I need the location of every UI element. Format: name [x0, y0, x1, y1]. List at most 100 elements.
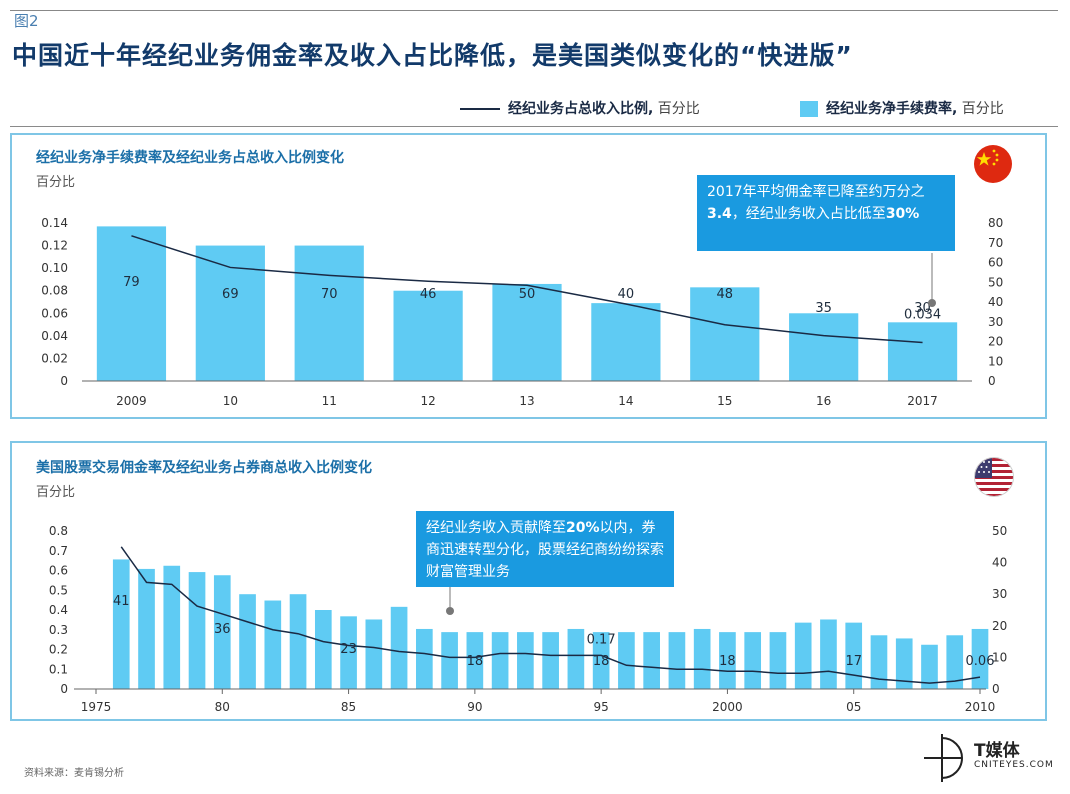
china-x-tick: 15: [717, 394, 732, 408]
china-left-tick: 0.08: [41, 284, 68, 298]
us-bar-label: 23: [340, 642, 357, 657]
us-panel: 美国股票交易佣金率及经纪业务占券商总收入比例变化 百分比 经纪业务收入贡献降至2…: [10, 441, 1047, 721]
us-callout-post: 以内，券商迅速转型分化，股票经纪商纷纷探索财富管理业务: [426, 520, 664, 580]
us-callout-dot: [446, 607, 454, 615]
us-right-tick: 40: [992, 556, 1007, 570]
us-x-tick: 2000: [712, 700, 743, 714]
us-x-tick: 80: [215, 700, 230, 714]
us-bar: [895, 638, 913, 689]
china-bar-label: 79: [123, 275, 140, 290]
china-right-tick: 80: [988, 216, 1003, 230]
china-bar: [393, 290, 463, 381]
china-x-tick: 10: [223, 394, 238, 408]
us-bar: [921, 644, 938, 689]
us-bar: [794, 622, 812, 689]
china-callout-dot: [928, 299, 936, 307]
us-bar-label: 18: [593, 654, 610, 669]
us-left-tick: 0.8: [49, 524, 68, 538]
us-bar: [719, 632, 736, 689]
us-left-tick: 0.1: [49, 662, 68, 676]
us-callout-bold1: 20%: [566, 520, 600, 536]
us-bar: [289, 594, 307, 689]
china-right-tick: 40: [988, 295, 1003, 309]
china-left-tick: 0: [60, 374, 68, 388]
us-bar: [314, 610, 332, 689]
top-rule: [10, 10, 1058, 11]
china-bar: [690, 287, 760, 381]
china-bar-label: 48: [717, 287, 734, 302]
us-bar: [491, 632, 509, 689]
china-right-tick: 30: [988, 315, 1003, 329]
us-right-tick: 50: [992, 524, 1007, 538]
us-callout: 经纪业务收入贡献降至20%以内，券商迅速转型分化，股票经纪商纷纷探索财富管理业务: [416, 511, 674, 587]
us-bar: [820, 619, 837, 689]
china-bar: [294, 245, 364, 381]
us-left-tick: 0.6: [49, 564, 68, 578]
china-callout: 2017年平均佣金率已降至约万分之 3.4，经纪业务收入占比低至30%: [697, 175, 955, 251]
us-left-tick: 0.4: [49, 603, 68, 617]
china-left-tick: 0.02: [41, 351, 68, 365]
us-bar: [668, 632, 686, 689]
china-bar: [789, 313, 859, 381]
china-callout-mid: ，经纪业务收入占比低至: [731, 206, 886, 222]
us-panel-title: 美国股票交易佣金率及经纪业务占券商总收入比例变化: [36, 460, 372, 476]
us-line: [120, 546, 981, 684]
china-x-tick: 14: [618, 394, 633, 408]
us-bar: [112, 559, 130, 689]
china-right-tick: 20: [988, 335, 1003, 349]
us-callout-pre: 经纪业务收入贡献降至: [426, 520, 566, 536]
china-bar: [492, 283, 562, 381]
us-bar: [264, 600, 282, 689]
china-flag-icon: [974, 145, 1012, 183]
us-bar-label: 18: [467, 654, 484, 669]
china-bar-label: 46: [420, 287, 437, 302]
us-bar: [845, 622, 863, 689]
legend-bar-unit: 百分比: [961, 101, 1004, 117]
us-bar: [466, 632, 484, 689]
us-bar: [416, 628, 433, 689]
us-right-tick: 0: [992, 682, 1000, 696]
figure-label: 图2: [14, 12, 39, 30]
china-x-tick: 2009: [116, 394, 147, 408]
china-left-tick: 0.14: [41, 216, 68, 230]
us-left-tick: 0.3: [49, 623, 68, 637]
us-point-label: 0.06: [966, 654, 995, 669]
us-x-tick: 95: [594, 700, 609, 714]
legend-line-label: 经纪业务占总收入比例,: [508, 101, 654, 117]
legend-line-entry: 经纪业务占总收入比例, 百分比: [460, 98, 700, 118]
us-left-tick: 0.5: [49, 583, 68, 597]
china-callout-pre: 2017年平均佣金率已降至约万分之: [707, 184, 925, 200]
china-bar-label: 40: [618, 287, 635, 302]
legend-bar-swatch: [800, 101, 818, 117]
legend-rule: [10, 126, 1058, 127]
us-bar: [213, 575, 231, 689]
us-bar: [188, 572, 206, 689]
us-chart: 0 0.1 0.2 0.3 0.4 0.5 0.6 0.7 0.8 0 10 20 30 40 50 1975…: [49, 524, 1007, 714]
china-chart: 0 0.02 0.04 0.06 0.08 0.10 0.12 0.14 0 10 20 30 40 50…: [41, 216, 1003, 408]
brand-logo: T媒体 CNITEYES.COM: [922, 732, 1062, 784]
us-x-tick: 85: [341, 700, 356, 714]
us-bar: [693, 628, 711, 689]
china-left-tick: 0.06: [41, 306, 68, 320]
us-x-tick: 05: [846, 700, 861, 714]
us-bar: [542, 632, 559, 689]
us-right-tick: 20: [992, 619, 1007, 633]
us-bar: [163, 565, 181, 689]
us-bar: [441, 632, 458, 689]
china-panel-title: 经纪业务净手续费率及经纪业务占总收入比例变化: [36, 150, 344, 166]
us-bar: [618, 632, 635, 689]
china-x-tick: 16: [816, 394, 831, 408]
us-bar: [971, 628, 989, 689]
china-right-tick: 0: [988, 374, 996, 388]
brand-mark-icon: [924, 734, 963, 782]
us-bar: [340, 616, 357, 689]
china-point-label: 0.034: [904, 307, 941, 322]
brand-name: T媒体: [974, 741, 1020, 761]
us-point-label: 0.17: [587, 632, 616, 647]
legend-bar-label: 经纪业务净手续费率,: [826, 101, 958, 117]
china-bar: [887, 322, 958, 381]
us-bar: [365, 619, 383, 689]
us-bar: [517, 632, 534, 689]
china-bar-label: 50: [519, 287, 536, 302]
china-left-tick: 0.10: [41, 261, 68, 275]
